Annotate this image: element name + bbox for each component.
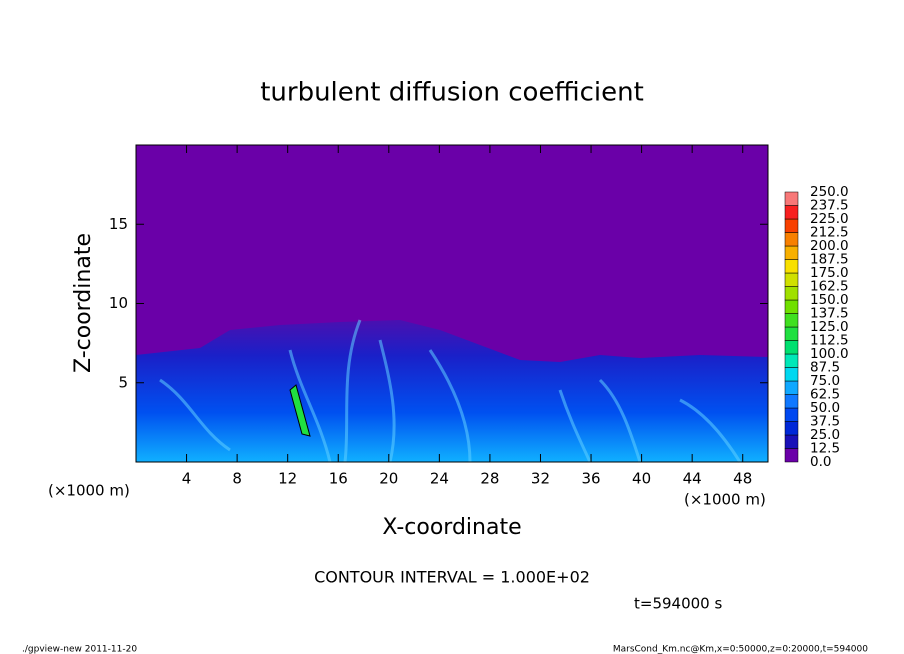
x-tick-label: 44 [683, 470, 702, 488]
x-tick-label: 16 [329, 470, 348, 488]
x-tick-label: 4 [182, 470, 192, 488]
colorbar-band [784, 218, 799, 233]
x-tick-label: 24 [430, 470, 449, 488]
y-axis-label: Z-coordinate [71, 233, 96, 373]
x-unit: (×1000 m) [684, 491, 766, 509]
colorbar-band [784, 232, 799, 247]
x-tick-label: 12 [278, 470, 297, 488]
y-tick-label: 10 [109, 294, 128, 312]
field-streaks [159, 319, 742, 463]
colorbar-band [784, 259, 799, 274]
colorbar-label: 37.5 [810, 414, 840, 430]
colorbar-label: 12.5 [810, 441, 840, 457]
time-label: t=594000 s [634, 595, 722, 613]
colorbar-label: 187.5 [810, 252, 849, 268]
x-axis-label: X-coordinate [382, 515, 521, 540]
x-tick-label: 28 [480, 470, 499, 488]
colorbar-band [784, 353, 799, 368]
colorbar-band [784, 313, 799, 328]
colorbar-band [784, 272, 799, 287]
x-tick-label: 20 [379, 470, 398, 488]
colorbar-label: 237.5 [810, 198, 849, 214]
colorbar-label: 137.5 [810, 306, 849, 322]
colorbar-band [784, 434, 799, 449]
colorbar-band [784, 326, 799, 341]
colorbar-band [784, 299, 799, 314]
y-tick-label: 5 [118, 373, 128, 391]
x-tick-label: 36 [581, 470, 600, 488]
colorbar-label: 125.0 [810, 319, 849, 335]
colorbar-band [784, 448, 799, 463]
colorbar-band [784, 407, 799, 422]
y-tick-label: 15 [109, 215, 128, 233]
colorbar-label: 0.0 [810, 454, 831, 470]
colorbar-label: 112.5 [810, 333, 849, 349]
colorbar-label: 162.5 [810, 279, 849, 295]
colorbar-label: 250.0 [810, 184, 849, 200]
colorbar-label: 75.0 [810, 373, 840, 389]
colorbar-label: 50.0 [810, 400, 840, 416]
colorbar-label: 212.5 [810, 225, 849, 241]
colorbar-band [784, 380, 799, 395]
colorbar-band [784, 286, 799, 301]
footer-left: ./gpview-new 2011-11-20 [22, 645, 137, 654]
footer-right: MarsCond_Km.nc@Km,x=0:50000,z=0:20000,t=… [613, 645, 868, 654]
contour-line [289, 384, 311, 437]
colorbar-band [784, 394, 799, 409]
colorbar-band [784, 421, 799, 436]
chart-title: turbulent diffusion coefficient [260, 78, 644, 108]
x-tick-label: 32 [531, 470, 550, 488]
colorbar-label: 87.5 [810, 360, 840, 376]
x-tick-label: 48 [733, 470, 752, 488]
colorbar-band [784, 367, 799, 382]
colorbar-label: 100.0 [810, 346, 849, 362]
colorbar-label: 25.0 [810, 427, 840, 443]
colorbar-band [784, 340, 799, 355]
x-tick-label: 8 [232, 470, 242, 488]
colorbar-band [784, 205, 799, 220]
colorbar-label: 225.0 [810, 211, 849, 227]
contour-interval: CONTOUR INTERVAL = 1.000E+02 [314, 568, 590, 587]
colorbar-band [784, 245, 799, 260]
colorbar-label: 62.5 [810, 387, 840, 403]
colorbar-label: 200.0 [810, 238, 849, 254]
colorbar-label: 150.0 [810, 292, 849, 308]
colorbar-band [784, 191, 799, 206]
x-unit: (×1000 m) [48, 482, 130, 500]
colorbar-label: 175.0 [810, 265, 849, 281]
x-tick-label: 40 [632, 470, 651, 488]
